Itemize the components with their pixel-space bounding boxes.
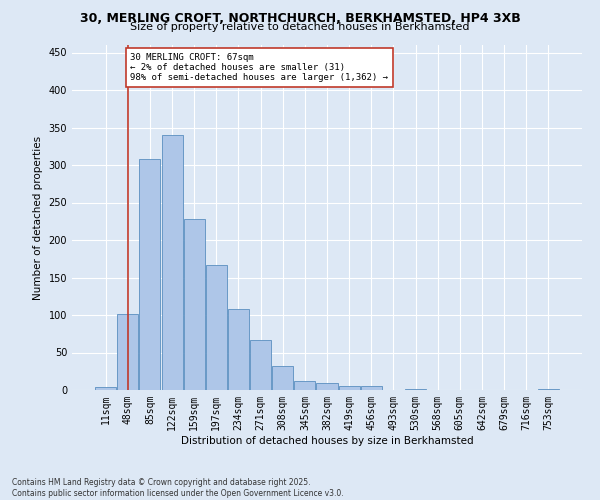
- Bar: [118, 314, 139, 390]
- Bar: [250, 340, 271, 390]
- Bar: [184, 219, 205, 390]
- Bar: [228, 309, 249, 390]
- Bar: [139, 159, 160, 390]
- Bar: [405, 388, 426, 390]
- Bar: [338, 386, 359, 390]
- Bar: [95, 387, 116, 390]
- Bar: [295, 381, 316, 390]
- Bar: [272, 366, 293, 390]
- Text: Contains HM Land Registry data © Crown copyright and database right 2025.
Contai: Contains HM Land Registry data © Crown c…: [12, 478, 344, 498]
- Bar: [361, 386, 382, 390]
- Bar: [161, 135, 182, 390]
- Y-axis label: Number of detached properties: Number of detached properties: [33, 136, 43, 300]
- Text: 30 MERLING CROFT: 67sqm
← 2% of detached houses are smaller (31)
98% of semi-det: 30 MERLING CROFT: 67sqm ← 2% of detached…: [130, 52, 388, 82]
- Text: Size of property relative to detached houses in Berkhamsted: Size of property relative to detached ho…: [130, 22, 470, 32]
- X-axis label: Distribution of detached houses by size in Berkhamsted: Distribution of detached houses by size …: [181, 436, 473, 446]
- Text: 30, MERLING CROFT, NORTHCHURCH, BERKHAMSTED, HP4 3XB: 30, MERLING CROFT, NORTHCHURCH, BERKHAMS…: [80, 12, 520, 26]
- Bar: [538, 388, 559, 390]
- Bar: [206, 265, 227, 390]
- Bar: [316, 382, 338, 390]
